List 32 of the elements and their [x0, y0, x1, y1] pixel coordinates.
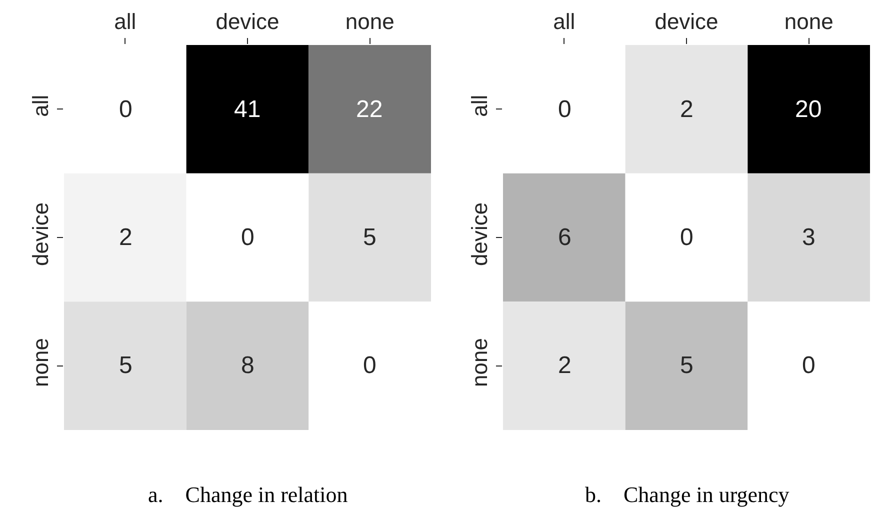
- y-tick-label: all: [467, 94, 492, 117]
- data-label: 2: [119, 224, 132, 251]
- data-label: 5: [119, 352, 132, 379]
- x-tick-label: all: [114, 9, 136, 34]
- data-label: 41: [234, 96, 261, 123]
- x-tick-label: none: [345, 9, 394, 34]
- data-label: 5: [680, 352, 694, 379]
- data-label: 0: [241, 224, 254, 251]
- data-label: 0: [680, 224, 694, 251]
- data-label: 2: [680, 96, 694, 123]
- data-label: 5: [363, 224, 376, 251]
- x-tick-label: all: [553, 9, 576, 34]
- y-tick-label: device: [467, 202, 492, 266]
- data-label: 6: [558, 224, 572, 251]
- y-tick-label: device: [28, 202, 54, 266]
- text: a. Change in relation: [148, 482, 348, 507]
- data-label: 0: [802, 352, 816, 379]
- x-tick-label: device: [654, 9, 718, 34]
- data-label: 8: [241, 352, 254, 379]
- y-tick-label: all: [28, 94, 54, 117]
- data-label: 22: [356, 96, 383, 123]
- x-tick-label: none: [784, 9, 834, 34]
- data-label: 0: [119, 96, 132, 123]
- data-label: 2: [558, 352, 572, 379]
- text: b. Change in urgency: [585, 482, 790, 507]
- x-tick-label: device: [216, 9, 280, 34]
- data-label: 0: [558, 96, 572, 123]
- data-label: 3: [802, 224, 816, 251]
- data-label: 0: [363, 352, 376, 379]
- y-tick-label: none: [28, 338, 54, 388]
- data-label: 20: [795, 96, 822, 123]
- y-tick-label: none: [467, 338, 492, 388]
